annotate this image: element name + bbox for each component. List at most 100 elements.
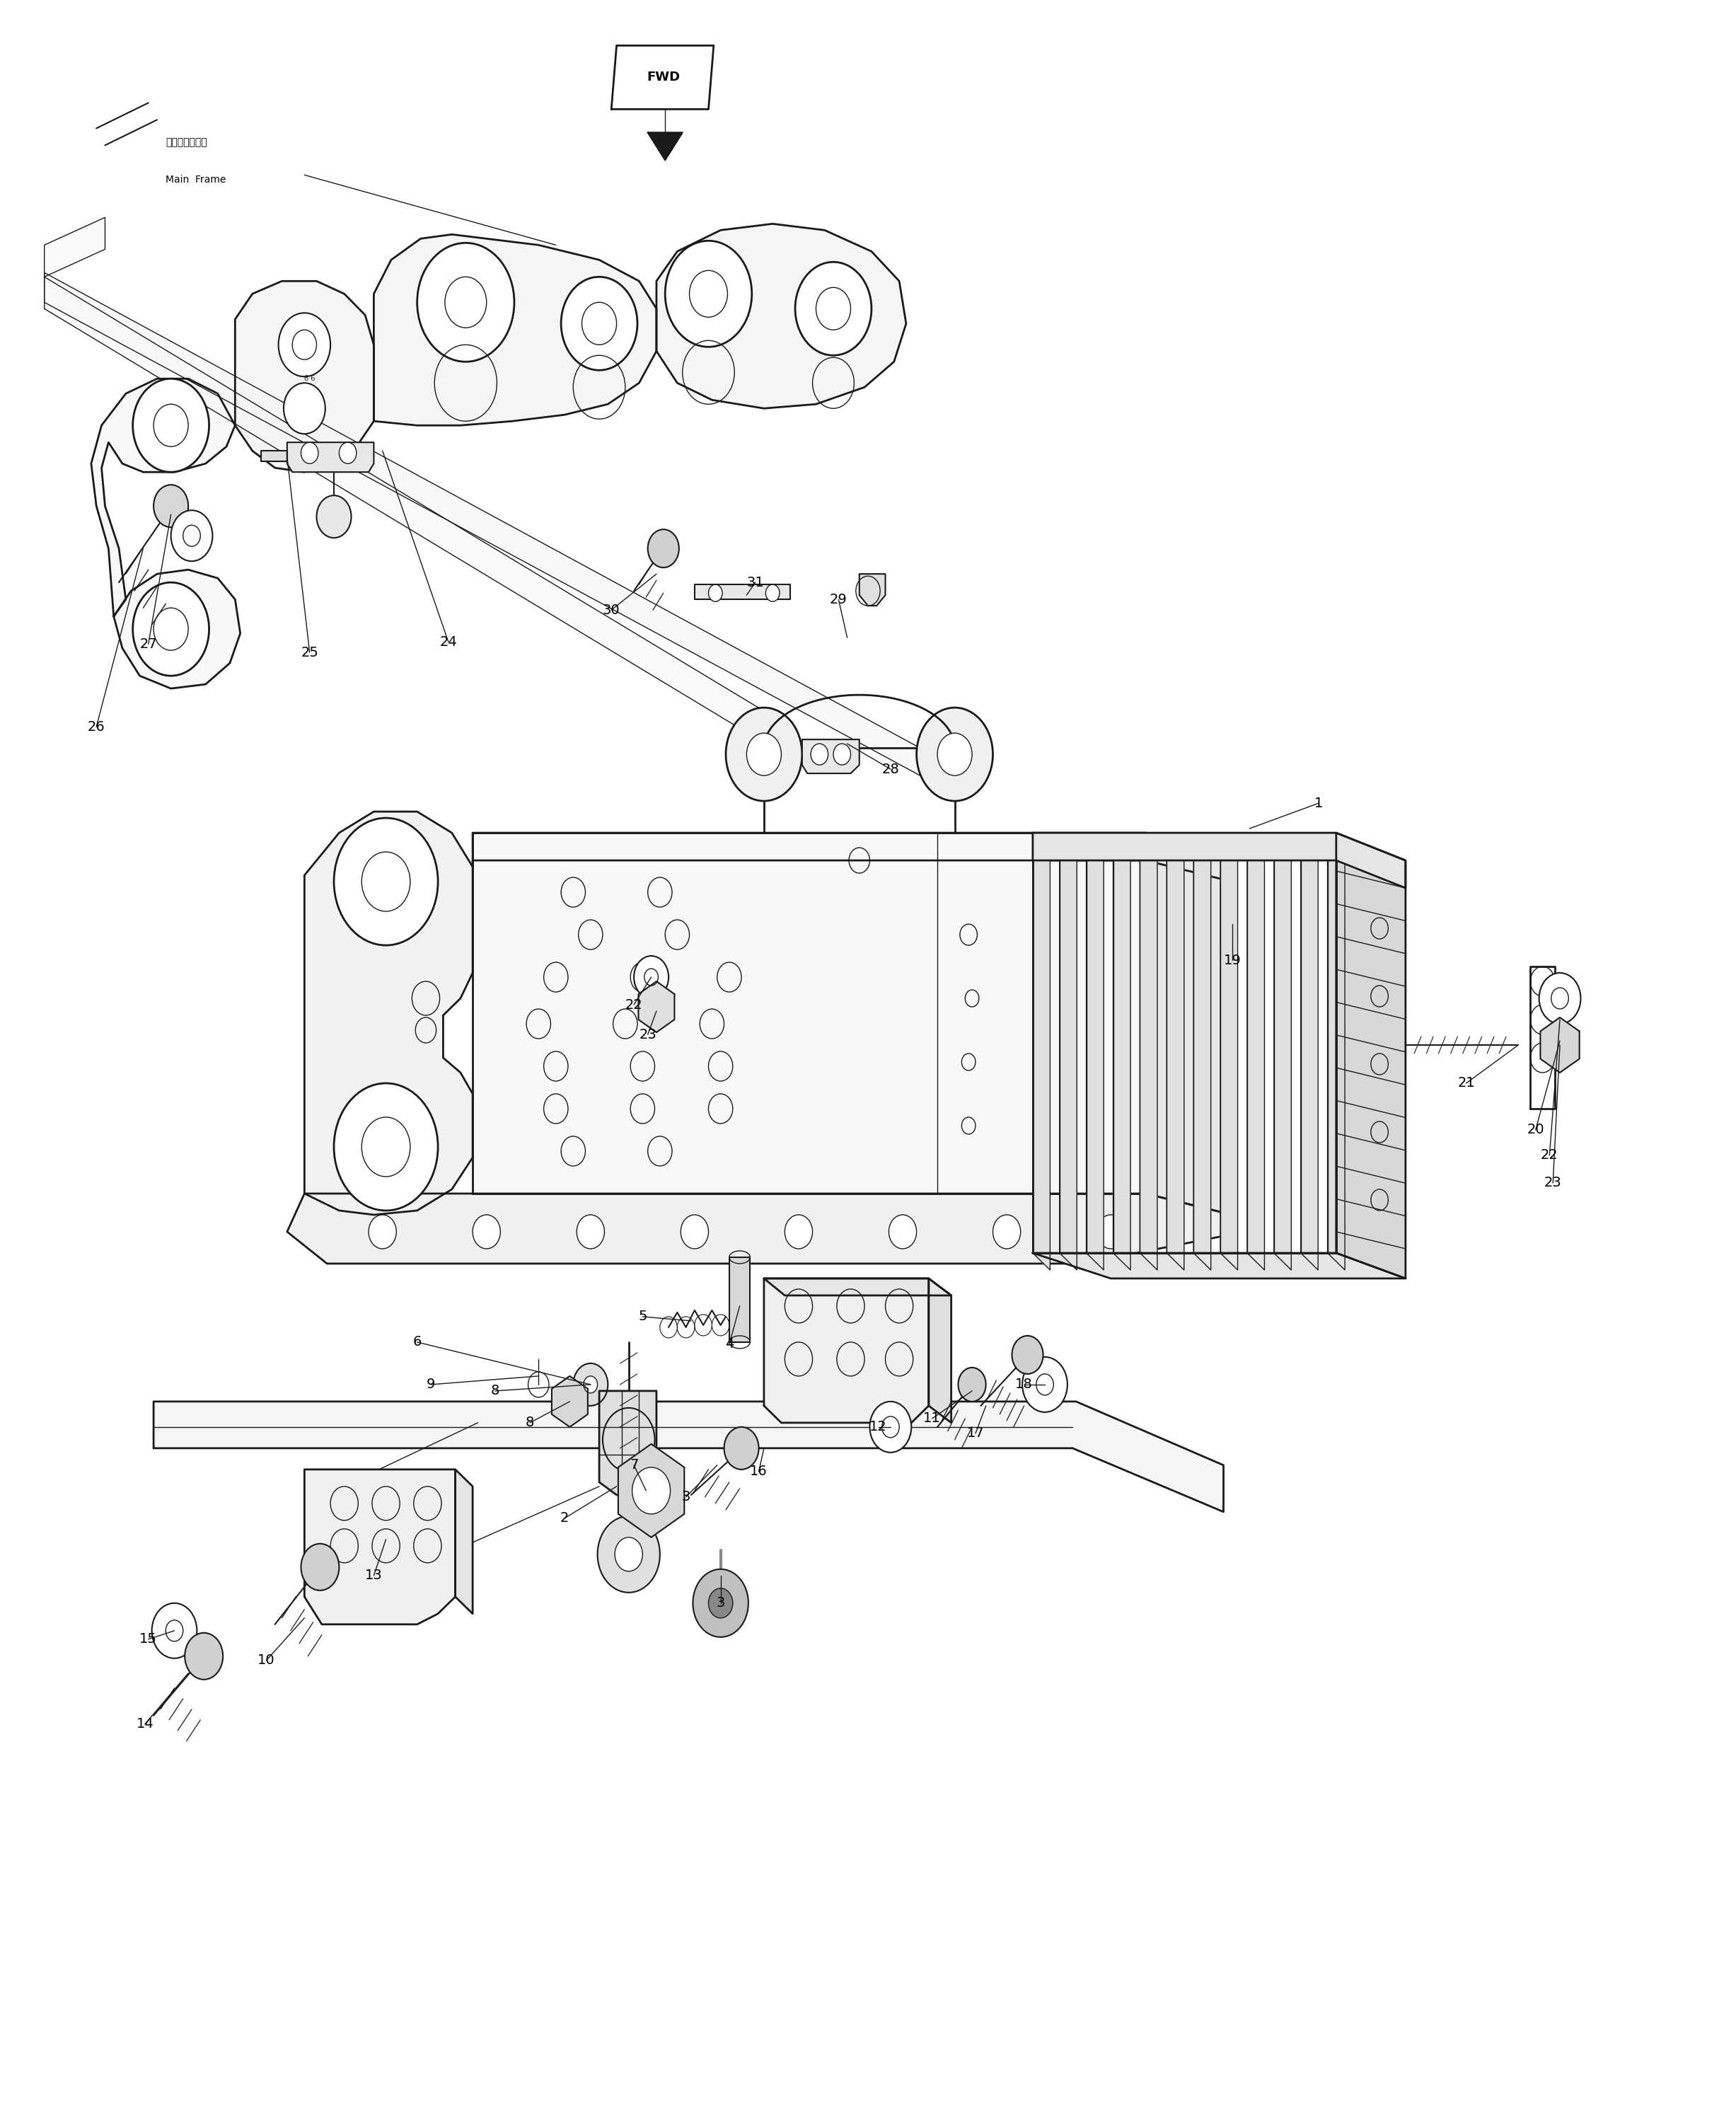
- Text: 23: 23: [639, 1028, 656, 1041]
- Text: 19: 19: [1224, 954, 1241, 966]
- Circle shape: [165, 1621, 182, 1642]
- Polygon shape: [45, 217, 104, 276]
- Polygon shape: [1141, 833, 1158, 1270]
- Circle shape: [795, 261, 871, 355]
- Circle shape: [300, 442, 318, 463]
- Polygon shape: [648, 132, 682, 159]
- Polygon shape: [153, 1402, 1224, 1512]
- Circle shape: [833, 743, 851, 765]
- Circle shape: [937, 733, 972, 775]
- Circle shape: [182, 525, 200, 546]
- Polygon shape: [552, 1376, 589, 1427]
- Polygon shape: [472, 833, 1233, 881]
- Circle shape: [693, 1570, 748, 1638]
- Circle shape: [708, 584, 722, 601]
- Polygon shape: [1087, 833, 1104, 1270]
- Text: FWD: FWD: [648, 70, 681, 83]
- Circle shape: [870, 1402, 911, 1453]
- Circle shape: [333, 818, 437, 945]
- Text: 13: 13: [365, 1570, 382, 1582]
- Text: 8: 8: [526, 1417, 535, 1429]
- Circle shape: [153, 484, 187, 527]
- Circle shape: [1036, 1374, 1054, 1395]
- Circle shape: [576, 1215, 604, 1249]
- Circle shape: [417, 242, 514, 361]
- Text: 15: 15: [139, 1633, 158, 1646]
- Polygon shape: [1540, 1017, 1580, 1073]
- Circle shape: [153, 607, 187, 650]
- Circle shape: [681, 1215, 708, 1249]
- Text: 10: 10: [257, 1655, 274, 1667]
- Polygon shape: [234, 280, 373, 472]
- Circle shape: [339, 442, 356, 463]
- Polygon shape: [764, 1279, 929, 1423]
- Text: 24: 24: [439, 635, 457, 648]
- Text: 18: 18: [1016, 1378, 1033, 1391]
- Text: 28: 28: [882, 763, 899, 775]
- Circle shape: [882, 1417, 899, 1438]
- Circle shape: [634, 956, 668, 998]
- Polygon shape: [286, 442, 373, 472]
- Polygon shape: [618, 1444, 684, 1538]
- Polygon shape: [859, 573, 885, 605]
- Circle shape: [184, 1633, 222, 1680]
- Circle shape: [583, 1376, 597, 1393]
- Text: 26: 26: [87, 720, 106, 733]
- Circle shape: [1540, 973, 1581, 1024]
- Circle shape: [648, 529, 679, 567]
- Circle shape: [153, 404, 187, 446]
- Circle shape: [1012, 1336, 1043, 1374]
- Text: 6: 6: [413, 1336, 422, 1349]
- Polygon shape: [929, 1279, 951, 1423]
- Text: 1: 1: [1314, 796, 1323, 809]
- Text: 9: 9: [427, 1378, 436, 1391]
- Text: 2: 2: [561, 1512, 569, 1525]
- Polygon shape: [611, 45, 713, 108]
- Polygon shape: [1033, 833, 1406, 888]
- Circle shape: [368, 1215, 396, 1249]
- Text: 20: 20: [1528, 1124, 1545, 1136]
- Circle shape: [573, 1364, 608, 1406]
- Text: 30: 30: [602, 603, 620, 616]
- Text: 16: 16: [750, 1466, 767, 1478]
- Circle shape: [333, 1083, 437, 1211]
- Polygon shape: [1274, 833, 1292, 1270]
- Circle shape: [132, 378, 208, 472]
- Circle shape: [766, 584, 779, 601]
- Circle shape: [746, 733, 781, 775]
- Circle shape: [472, 1215, 500, 1249]
- Text: 14: 14: [135, 1718, 155, 1731]
- Polygon shape: [729, 1257, 750, 1342]
- Polygon shape: [113, 569, 240, 688]
- Circle shape: [708, 1589, 733, 1618]
- Circle shape: [444, 276, 486, 327]
- Polygon shape: [1033, 833, 1050, 1270]
- Text: 4: 4: [726, 1338, 734, 1351]
- Text: 12: 12: [870, 1421, 887, 1434]
- Polygon shape: [599, 1391, 656, 1495]
- Text: 22: 22: [1542, 1149, 1559, 1162]
- Polygon shape: [1146, 833, 1233, 1215]
- Circle shape: [151, 1604, 196, 1659]
- Polygon shape: [45, 272, 920, 775]
- Polygon shape: [1033, 1253, 1406, 1279]
- Polygon shape: [45, 276, 790, 758]
- Text: 21: 21: [1458, 1077, 1476, 1090]
- Text: 17: 17: [967, 1427, 984, 1440]
- Circle shape: [1552, 988, 1569, 1009]
- Text: 7: 7: [630, 1459, 639, 1472]
- Text: 23: 23: [1545, 1177, 1562, 1189]
- Polygon shape: [1194, 833, 1212, 1270]
- Circle shape: [785, 1215, 812, 1249]
- Text: 31: 31: [746, 576, 764, 588]
- Text: 6 6: 6 6: [304, 376, 314, 382]
- Circle shape: [689, 270, 727, 316]
- Circle shape: [361, 1117, 410, 1177]
- Polygon shape: [304, 811, 472, 1215]
- Circle shape: [958, 1368, 986, 1402]
- Polygon shape: [304, 1470, 455, 1625]
- Circle shape: [361, 852, 410, 911]
- Polygon shape: [764, 1279, 951, 1296]
- Circle shape: [724, 1427, 759, 1470]
- Polygon shape: [260, 450, 286, 461]
